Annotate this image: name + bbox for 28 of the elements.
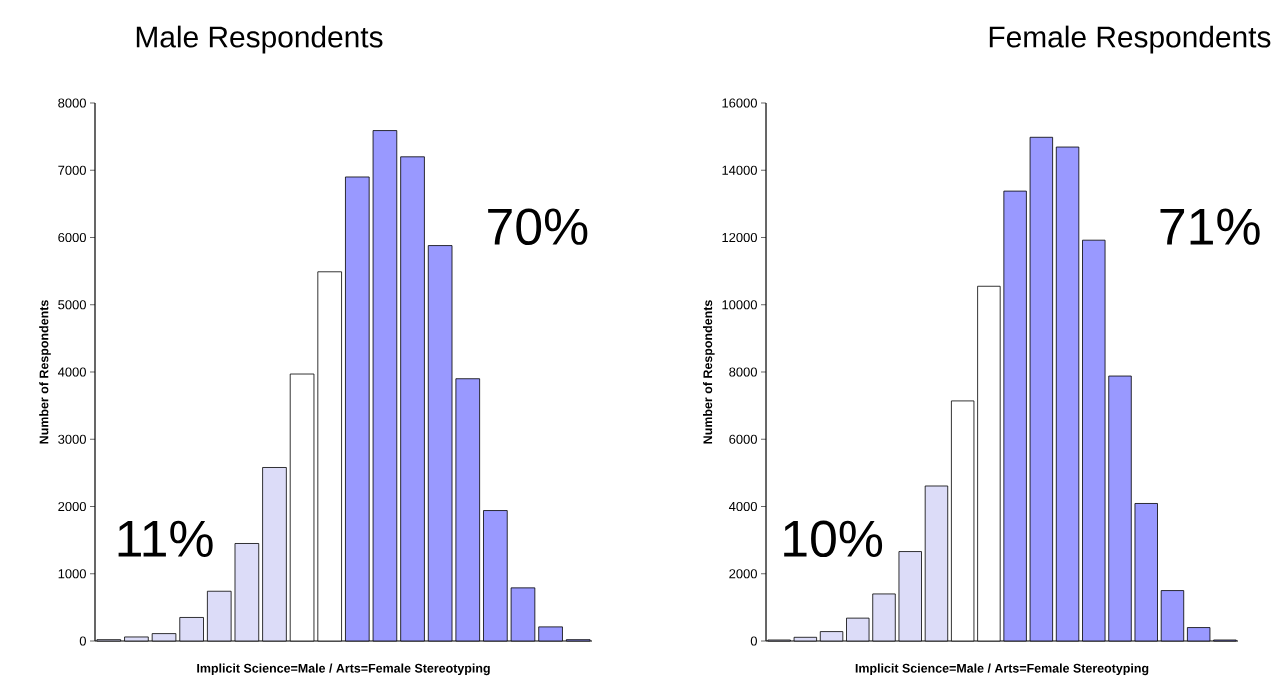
annotation: 11%	[118, 520, 213, 557]
y-tick-label: 10000	[722, 300, 757, 310]
y-tick-label: 3000	[58, 434, 86, 444]
y-tick-label: 2000	[58, 501, 86, 512]
y-tick-label: 0	[79, 636, 86, 646]
y-tick-label: 7000	[58, 165, 86, 175]
x-axis-title: Implicit Science=Male / Arts=Female Stereotyping	[197, 663, 490, 676]
y-tick-label: 14000	[722, 165, 757, 175]
y-tick-label: 12000	[722, 232, 757, 243]
annotation: 10%	[784, 520, 883, 558]
y-tick-label: 16000	[722, 98, 757, 108]
y-tick-label: 8000	[729, 367, 757, 377]
y-tick-label: 0	[750, 636, 757, 646]
y-tick-label: 4000	[728, 501, 757, 512]
chart-title: Male Respondents	[136, 25, 383, 54]
y-tick-label: 1000	[58, 569, 86, 579]
y-axis-title: Number of Respondents	[39, 300, 51, 444]
y-axis-title: Number of Respondents	[703, 300, 715, 444]
y-tick-label: 8000	[58, 98, 86, 108]
annotation: 71%	[1160, 208, 1260, 245]
y-tick-label: 2000	[729, 569, 757, 579]
x-axis-title: Implicit Science=Male / Arts=Female Stereotyping	[855, 663, 1149, 676]
y-tick-label: 5000	[58, 300, 86, 310]
chart-title: Female Respondents	[989, 25, 1271, 54]
annotation: 70%	[488, 208, 588, 246]
y-tick-label: 6000	[729, 434, 757, 444]
y-tick-label: 4000	[57, 367, 86, 377]
y-tick-label: 6000	[58, 232, 86, 243]
